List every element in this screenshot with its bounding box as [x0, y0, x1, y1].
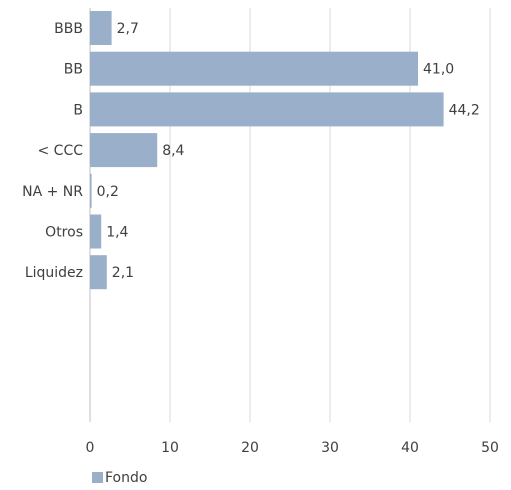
- bar: [90, 133, 157, 167]
- x-tick-label: 0: [86, 440, 95, 456]
- category-label: B: [73, 102, 83, 118]
- legend: Fondo: [92, 470, 147, 486]
- category-label: BBB: [54, 21, 83, 37]
- category-label: BB: [64, 62, 83, 78]
- data-label: 2,7: [117, 21, 139, 37]
- bar: [90, 255, 107, 289]
- category-label: Liquidez: [25, 265, 83, 281]
- category-label: Otros: [45, 225, 83, 241]
- bars: [90, 11, 444, 289]
- x-tick-label: 40: [401, 440, 419, 456]
- legend-label-fondo: Fondo: [105, 470, 147, 486]
- bar: [90, 52, 418, 86]
- category-label: NA + NR: [22, 184, 83, 200]
- bar: [90, 174, 92, 208]
- bar: [90, 92, 444, 126]
- data-label: 41,0: [423, 62, 454, 78]
- data-label: 2,1: [112, 265, 134, 281]
- bar: [90, 11, 112, 45]
- data-label: 8,4: [162, 143, 184, 159]
- x-tick-label: 10: [161, 440, 179, 456]
- x-tick-label: 20: [241, 440, 259, 456]
- bar: [90, 215, 101, 249]
- x-tick-label: 30: [321, 440, 339, 456]
- data-label: 1,4: [106, 225, 128, 241]
- data-label: 0,2: [97, 184, 119, 200]
- x-tick-label: 50: [481, 440, 499, 456]
- x-axis-tick-labels: 0 10 20 30 40 50: [86, 440, 499, 456]
- category-label: < CCC: [37, 143, 83, 159]
- legend-swatch-fondo: [92, 472, 103, 483]
- data-label: 44,2: [449, 102, 480, 118]
